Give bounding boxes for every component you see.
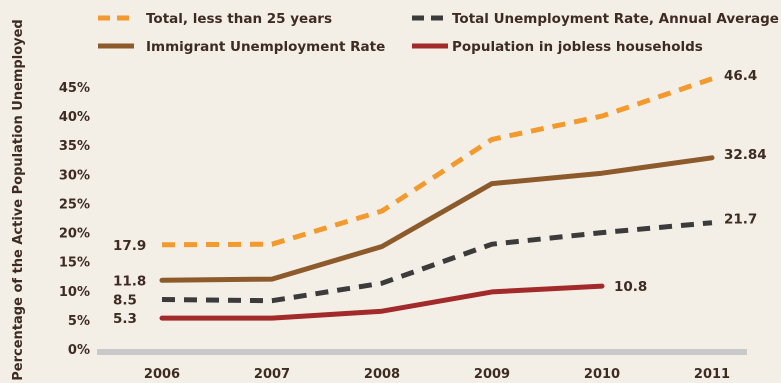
y-tick-label: 20% (59, 227, 90, 242)
x-tick-label: 2009 (474, 367, 510, 382)
series-2 (161, 220, 713, 304)
y-tick-label: 5% (68, 314, 90, 329)
legend-item: Immigrant Unemployment Rate (98, 39, 385, 55)
y-axis-label: Percentage of the Active Population Unem… (11, 19, 26, 380)
x-tick-label: 2011 (694, 367, 730, 382)
data-label: 8.5 (113, 293, 137, 309)
x-tick-label: 2008 (364, 367, 400, 382)
series-1 (161, 76, 713, 248)
y-tick-label: 35% (59, 139, 90, 154)
y-tick-label: 0% (68, 343, 90, 358)
x-tick-label: 2006 (144, 367, 180, 382)
x-axis-bar (97, 349, 747, 355)
legend-label: Total Unemployment Rate, Annual Average (452, 11, 779, 27)
data-label: 17.9 (113, 238, 146, 254)
data-labels: 17.9 46.4 8.5 21.7 11.8 32.84 5.3 10.8 (113, 68, 767, 327)
x-axis-ticks: 2006 2007 2008 2009 2010 2011 (144, 367, 730, 382)
data-label: 21.7 (724, 212, 757, 228)
data-label: 11.8 (113, 273, 146, 289)
data-label: 10.8 (614, 279, 647, 295)
series-layer (159, 76, 715, 321)
y-tick-label: 25% (59, 197, 90, 212)
legend-item: Total Unemployment Rate, Annual Average (412, 11, 779, 27)
y-tick-label: 45% (59, 81, 90, 96)
y-tick-label: 15% (59, 256, 90, 271)
data-label: 5.3 (113, 311, 137, 327)
series-line (159, 155, 715, 283)
legend-label: Total, less than 25 years (146, 11, 332, 27)
y-tick-label: 40% (59, 110, 90, 125)
series-3 (159, 155, 715, 283)
series-4 (159, 283, 605, 321)
legend-label: Population in jobless households (452, 39, 703, 55)
y-axis-ticks: 0% 5% 10% 15% 20% 25% 30% 35% 40% 45% (59, 81, 90, 358)
y-tick-label: 10% (59, 285, 90, 300)
legend-label: Immigrant Unemployment Rate (146, 39, 385, 55)
x-tick-label: 2007 (254, 367, 290, 382)
data-label: 46.4 (724, 68, 757, 84)
legend-item: Population in jobless households (412, 39, 703, 55)
legend-item: Total, less than 25 years (98, 11, 332, 27)
data-label: 32.84 (724, 147, 767, 163)
x-tick-label: 2010 (584, 367, 620, 382)
legend: Total, less than 25 years Total Unemploym… (98, 11, 779, 55)
y-tick-label: 30% (59, 168, 90, 183)
series-line (161, 220, 713, 304)
series-line (161, 76, 713, 248)
